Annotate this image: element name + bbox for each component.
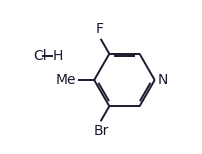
Text: H: H [53, 49, 63, 63]
Text: Br: Br [94, 124, 109, 138]
Text: F: F [96, 22, 104, 36]
Text: Cl: Cl [33, 49, 47, 63]
Text: Me: Me [56, 73, 76, 87]
Text: N: N [158, 73, 168, 87]
